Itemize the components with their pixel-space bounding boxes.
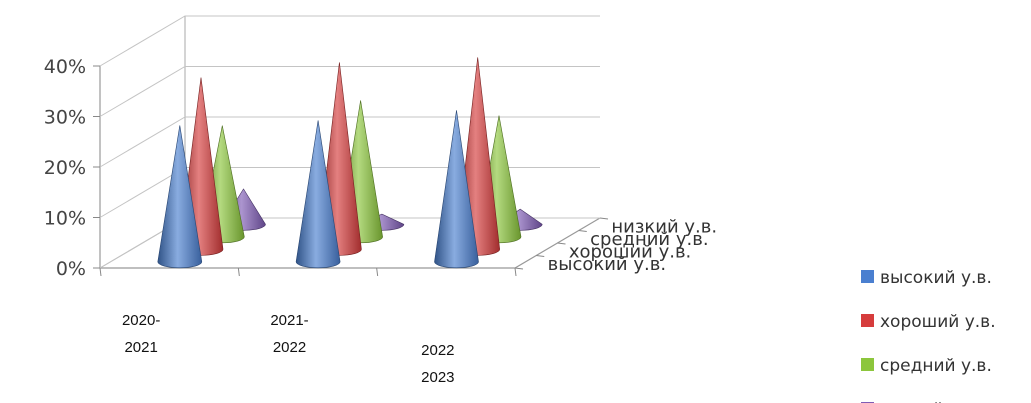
depth-tick-mark xyxy=(536,255,545,257)
legend-label: низкий у.в. xyxy=(880,400,980,403)
legend-swatch xyxy=(861,358,874,371)
depth-label: средний у.в. xyxy=(590,229,708,250)
legend-swatch xyxy=(861,314,874,327)
gridline xyxy=(99,15,600,67)
cone-0-0 xyxy=(157,125,203,269)
cone-body xyxy=(434,110,479,269)
depth-label: низкий у.в. xyxy=(611,216,717,237)
depth-tick-mark xyxy=(599,217,609,220)
legend-label: высокий у.в. xyxy=(880,268,992,288)
y-tick-label: 40% xyxy=(44,56,86,78)
cone-body xyxy=(295,120,341,269)
x-category-label: 2022 xyxy=(273,339,306,356)
legend-label: хороший у.в. xyxy=(880,312,996,332)
x-tick-mark xyxy=(99,267,102,277)
legend-swatch xyxy=(861,270,874,283)
legend-item: высокий у.в. xyxy=(861,268,992,288)
legend-label: средний у.в. xyxy=(880,356,992,376)
y-tick-label: 10% xyxy=(44,208,86,230)
depth-tick-mark xyxy=(557,242,566,245)
legend-item: хороший у.в. xyxy=(861,312,996,332)
gridline xyxy=(99,66,600,117)
depth-label: высокий у.в. xyxy=(548,254,666,275)
x-tick-mark xyxy=(376,267,379,277)
gridline xyxy=(99,116,600,168)
y-tick-label: 0% xyxy=(56,258,86,280)
y-tick-label: 20% xyxy=(44,157,86,179)
cone-body xyxy=(157,125,203,269)
x-category-label: 2021- xyxy=(270,312,308,329)
depth-label: хороший у.в. xyxy=(569,241,691,262)
cone-0-2 xyxy=(434,110,479,269)
x-category-label: 2020- xyxy=(122,312,160,329)
x-tick-mark xyxy=(237,267,240,277)
depth-tick-mark xyxy=(578,230,587,232)
x-category-label: 2023 xyxy=(421,369,454,386)
depth-tick-mark xyxy=(514,267,524,270)
y-tick-label: 30% xyxy=(44,107,86,129)
cone-0-1 xyxy=(295,120,341,269)
legend-item: средний у.в. xyxy=(861,356,992,376)
x-category-label: 2021 xyxy=(124,339,157,356)
x-category-label: 2022 xyxy=(421,342,454,359)
x-tick-mark xyxy=(514,267,517,277)
